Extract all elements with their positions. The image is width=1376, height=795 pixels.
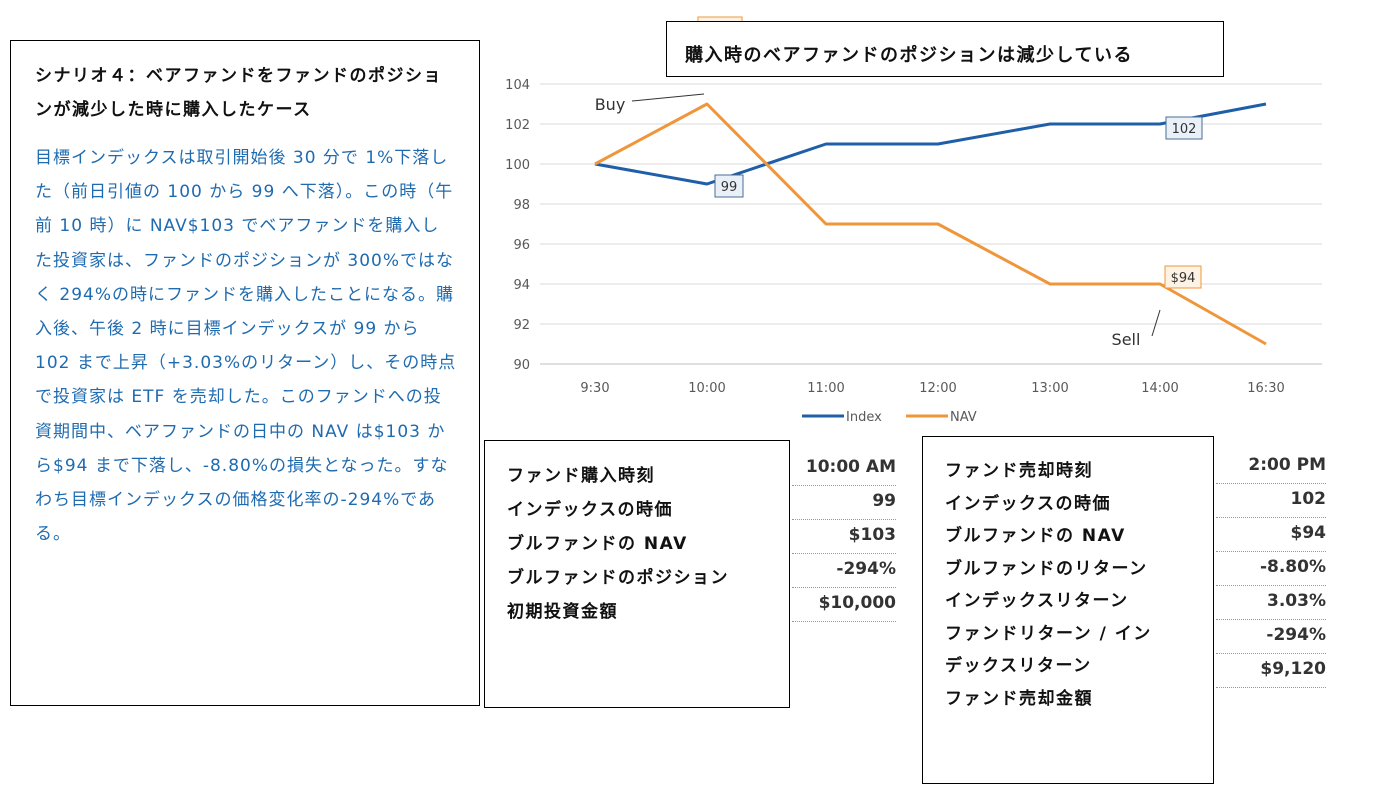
buy-label: ファンド購入時刻: [507, 466, 655, 486]
buy-label: ブルファンドのポジション: [507, 568, 729, 588]
buy-info-panel: ファンド購入時刻 インデックスの時価 ブルファンドの NAV ブルファンドのポジション…: [484, 440, 790, 708]
buy-value: 10:00 AM: [792, 452, 896, 486]
sell-value: -8.80%: [1216, 552, 1326, 586]
sell-label: インデックスリターン: [945, 591, 1129, 611]
series-line-nav: [594, 102, 1267, 346]
scenario-textbox: シナリオ４：ベアファンドをファンドのポジションが減少した時に購入したケース 目標…: [10, 40, 480, 706]
sell-info-panel: ファンド売却時刻 インデックスの時価 ブルファンドの NAV ブルファンドのリターンイ…: [922, 436, 1214, 784]
sell-label: ファンド売却金額: [945, 688, 1093, 709]
buy-label: ブルファンドの NAV: [507, 534, 688, 554]
chart-title: 購入時のベアファンドのポジションは減少している: [666, 21, 1224, 77]
sell-value: 102: [1216, 484, 1326, 518]
sell-label: ファンド売却時刻: [945, 461, 1093, 481]
y-tick-label: 102: [505, 118, 530, 133]
y-tick-label: 104: [505, 78, 530, 93]
data-label: 99: [721, 180, 738, 195]
buy-label: インデックスの時価: [507, 500, 673, 520]
sell-value: 3.03%: [1216, 586, 1326, 620]
annotation-buy: Buy: [595, 95, 626, 114]
buy-value-list: 10:00 AM 99 $103 -294% $10,000: [792, 452, 896, 622]
buy-value: $103: [792, 520, 896, 554]
x-tick-label: 12:00: [919, 381, 956, 396]
data-label-box: [1164, 265, 1202, 289]
x-tick-label: 11:00: [807, 381, 844, 396]
buy-value: -294%: [792, 554, 896, 588]
sell-value: $94: [1216, 518, 1326, 552]
scenario-body: 目標インデックスは取引開始後 30 分で 1%下落した（前日引値の 100 から…: [35, 148, 457, 545]
buy-value: $10,000: [792, 588, 896, 622]
y-tick-label: 96: [513, 238, 530, 253]
y-tick-label: 94: [513, 278, 530, 293]
data-label: 102: [1172, 122, 1197, 137]
series-line-index: [594, 102, 1267, 186]
sell-label: ファンドリターン / イン: [945, 623, 1152, 644]
sell-value: $9,120: [1216, 654, 1326, 688]
y-tick-label: 92: [513, 318, 530, 333]
x-tick-label: 16:30: [1247, 381, 1284, 396]
sell-value: 2:00 PM: [1216, 450, 1326, 484]
scenario-title: シナリオ４：ベアファンドをファンドのポジションが減少した時に購入したケース: [35, 66, 442, 120]
x-tick-label: 14:00: [1141, 381, 1178, 396]
legend-label: Index: [846, 410, 882, 425]
x-tick-label: 13:00: [1031, 381, 1068, 396]
sell-label: ブルファンドの NAV: [945, 526, 1126, 546]
y-tick-label: 100: [505, 158, 530, 173]
data-label-box: [714, 174, 744, 198]
buy-value: 99: [792, 486, 896, 520]
data-label: $94: [1171, 271, 1196, 286]
sell-value: -294%: [1216, 620, 1326, 654]
x-tick-label: 10:00: [688, 381, 725, 396]
x-tick-label: 9:30: [580, 381, 609, 396]
annotation-leader: [1151, 309, 1161, 337]
sell-label-list: ファンド売却時刻 インデックスの時価 ブルファンドの NAV ブルファンドのリターンイ…: [945, 455, 1152, 715]
sell-value-list: 2:00 PM 102 $94 -8.80% 3.03% -294% $9,120: [1216, 450, 1326, 688]
line-chart: 90 92 94 96 98 100 102 104 9:30 10:00 11:00 12:00 13…: [505, 16, 1322, 425]
buy-label: 初期投資金額: [507, 602, 618, 622]
buy-label-list: ファンド購入時刻 インデックスの時価 ブルファンドの NAV ブルファンドのポジション…: [507, 459, 729, 629]
data-label-box: [1165, 116, 1203, 140]
annotation-leader: [631, 93, 705, 102]
legend-label: NAV: [950, 410, 977, 425]
y-tick-label: 90: [513, 358, 530, 373]
sell-label: ブルファンドのリターン: [945, 558, 1148, 579]
y-tick-label: 98: [513, 198, 530, 213]
sell-label: デックスリターン: [945, 656, 1092, 676]
annotation-sell: Sell: [1112, 330, 1141, 349]
sell-label: インデックスの時価: [945, 493, 1111, 514]
